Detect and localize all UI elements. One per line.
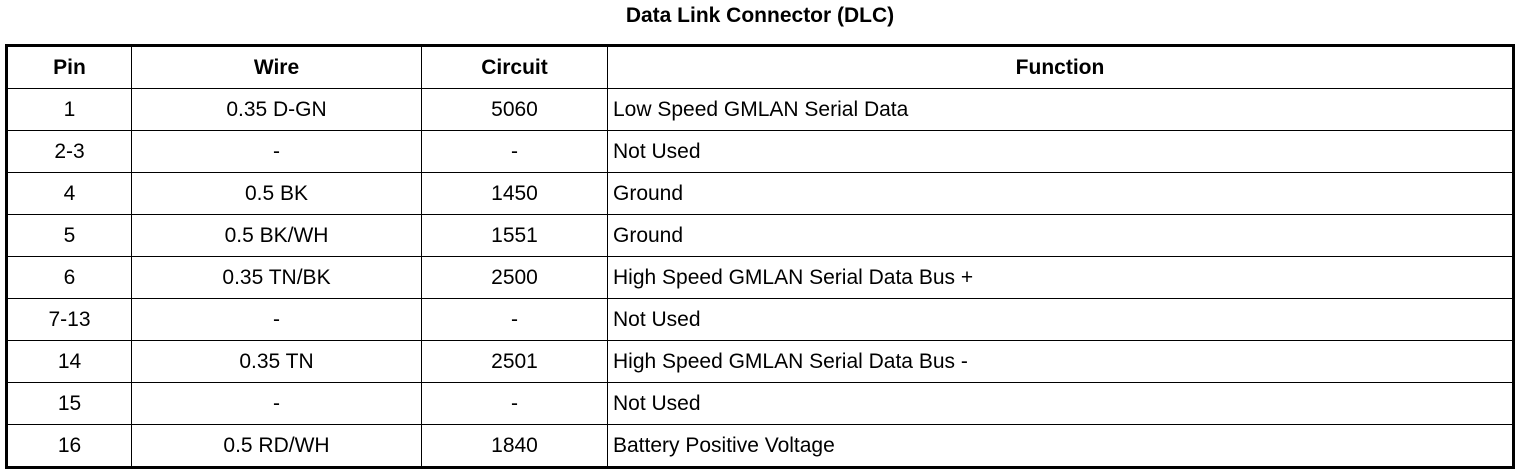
table-row: 15- - Not Used: [6, 382, 1514, 425]
cell-wire: 0.5 BK/WH: [131, 214, 422, 257]
cell-circuit: 1450: [421, 172, 608, 215]
cell-pin: 7-13: [6, 298, 132, 341]
col-header-circuit: Circuit: [421, 45, 608, 89]
col-header-pin: Pin: [6, 45, 132, 89]
cell-wire: 0.35 TN/BK: [131, 256, 422, 299]
cell-circuit: 2500: [421, 256, 608, 299]
table-row: 16 0.5 RD/WH 1840 Battery Positive Voltage: [6, 424, 1514, 468]
cell-wire: 0.5 BK: [131, 172, 422, 215]
cell-function: Battery Positive Voltage: [607, 424, 1514, 468]
cell-wire: 0.35 D-GN: [131, 88, 422, 131]
table-row: 1 0.35 D-GN 5060 Low Speed GMLAN Serial Dat…: [6, 88, 1514, 131]
table-row: 4 0.5 BK 1450 Ground: [6, 172, 1514, 215]
cell-circuit: -: [421, 130, 608, 173]
cell-function: Low Speed GMLAN Serial Data: [607, 88, 1514, 131]
cell-pin: 1: [6, 88, 132, 131]
table-row: 2-3- - Not Used: [6, 130, 1514, 173]
cell-pin: 16: [6, 424, 132, 468]
cell-circuit: 1551: [421, 214, 608, 257]
cell-circuit: -: [421, 298, 608, 341]
cell-pin: 15: [6, 382, 132, 425]
cell-wire: -: [131, 298, 422, 341]
table-row: 6 0.35 TN/BK 2500 High Speed GMLAN Serial D…: [6, 256, 1514, 299]
col-header-wire: Wire: [131, 45, 422, 89]
cell-wire: 0.5 RD/WH: [131, 424, 422, 468]
cell-wire: -: [131, 130, 422, 173]
cell-circuit: 2501: [421, 340, 608, 383]
table-row: 5 0.5 BK/WH 1551 Ground: [6, 214, 1514, 257]
cell-pin: 5: [6, 214, 132, 257]
cell-function: Not Used: [607, 382, 1514, 425]
cell-function: Ground: [607, 214, 1514, 257]
cell-wire: 0.35 TN: [131, 340, 422, 383]
cell-function: Ground: [607, 172, 1514, 215]
cell-circuit: 1840: [421, 424, 608, 468]
cell-circuit: -: [421, 382, 608, 425]
cell-pin: 6: [6, 256, 132, 299]
cell-function: Not Used: [607, 130, 1514, 173]
cell-function: High Speed GMLAN Serial Data Bus +: [607, 256, 1514, 299]
table-row: 14 0.35 TN 2501 High Speed GMLAN Serial Dat…: [6, 340, 1514, 383]
cell-wire: -: [131, 382, 422, 425]
cell-pin: 14: [6, 340, 132, 383]
cell-pin: 2-3: [6, 130, 132, 173]
cell-function: Not Used: [607, 298, 1514, 341]
cell-pin: 4: [6, 172, 132, 215]
table-row: 7-13- - Not Used: [6, 298, 1514, 341]
cell-function: High Speed GMLAN Serial Data Bus -: [607, 340, 1514, 383]
dlc-pinout-table: Pin Wire Circuit Function 1 0.35 D-GN 5060…: [5, 44, 1515, 469]
header-row: Pin Wire Circuit Function: [6, 45, 1514, 89]
cell-circuit: 5060: [421, 88, 608, 131]
table-title: Data Link Connector (DLC): [625, 4, 895, 27]
col-header-function: Function: [607, 45, 1514, 89]
